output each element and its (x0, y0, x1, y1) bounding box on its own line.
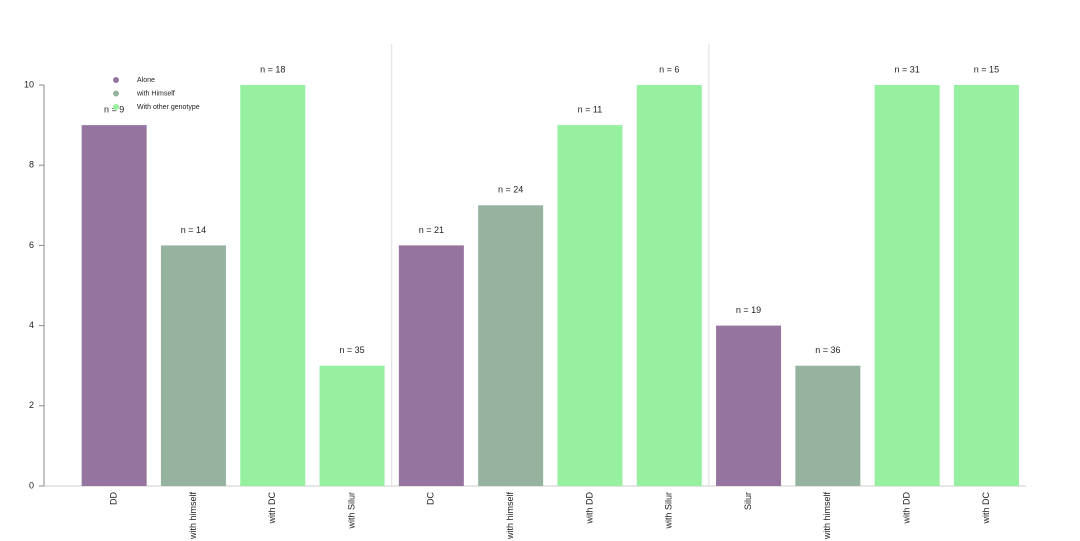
annotation: n = 6 (659, 64, 679, 74)
x-tick-label: Silur (743, 492, 753, 510)
legend-marker (113, 104, 119, 110)
x-tick-label: DD (109, 492, 119, 505)
annotation: n = 9 (104, 104, 124, 114)
x-tick-label: with himself (505, 492, 515, 541)
x-tick-label: with DC (267, 492, 277, 525)
annotation: n = 11 (578, 104, 603, 114)
bar (874, 85, 940, 486)
bar (478, 205, 544, 487)
y-tick-label: 10 (24, 79, 34, 89)
annotation: n = 35 (339, 345, 364, 355)
legend-label: with Himself (136, 90, 175, 97)
legend-label: Alone (137, 77, 155, 84)
x-tick-label: with Silur (664, 492, 674, 530)
y-tick-label: 0 (29, 480, 34, 490)
x-tick-label: with DD (902, 492, 912, 525)
annotation: n = 15 (974, 64, 999, 74)
x-tick-label: with himself (822, 492, 832, 541)
y-tick-label: 6 (29, 240, 34, 250)
bar (319, 365, 385, 486)
annotation: n = 36 (815, 345, 840, 355)
x-tick-label: with himself (188, 492, 198, 541)
y-tick-label: 2 (29, 400, 34, 410)
bar (636, 85, 702, 486)
bar (795, 365, 861, 486)
bar (716, 325, 782, 486)
annotation: n = 18 (260, 64, 285, 74)
x-tick-label: with Silur (346, 492, 356, 530)
x-tick-label: with DC (981, 492, 991, 525)
annotation: n = 19 (736, 305, 761, 315)
bar (557, 125, 623, 486)
x-tick-label: with DD (584, 492, 594, 525)
legend-label: With other genotype (137, 104, 200, 111)
legend-marker (113, 90, 119, 97)
bar (81, 125, 147, 486)
bar (953, 85, 1019, 486)
annotation: n = 31 (895, 64, 920, 74)
bar (160, 245, 226, 486)
annotation: n = 14 (181, 225, 206, 235)
bar (398, 245, 464, 486)
y-tick-label: 8 (29, 160, 34, 170)
y-tick-label: 4 (29, 320, 34, 330)
annotation: n = 21 (419, 225, 444, 235)
bar (240, 85, 306, 486)
legend-marker (113, 77, 119, 83)
annotation: n = 24 (498, 185, 523, 195)
x-tick-label: DC (426, 492, 436, 505)
